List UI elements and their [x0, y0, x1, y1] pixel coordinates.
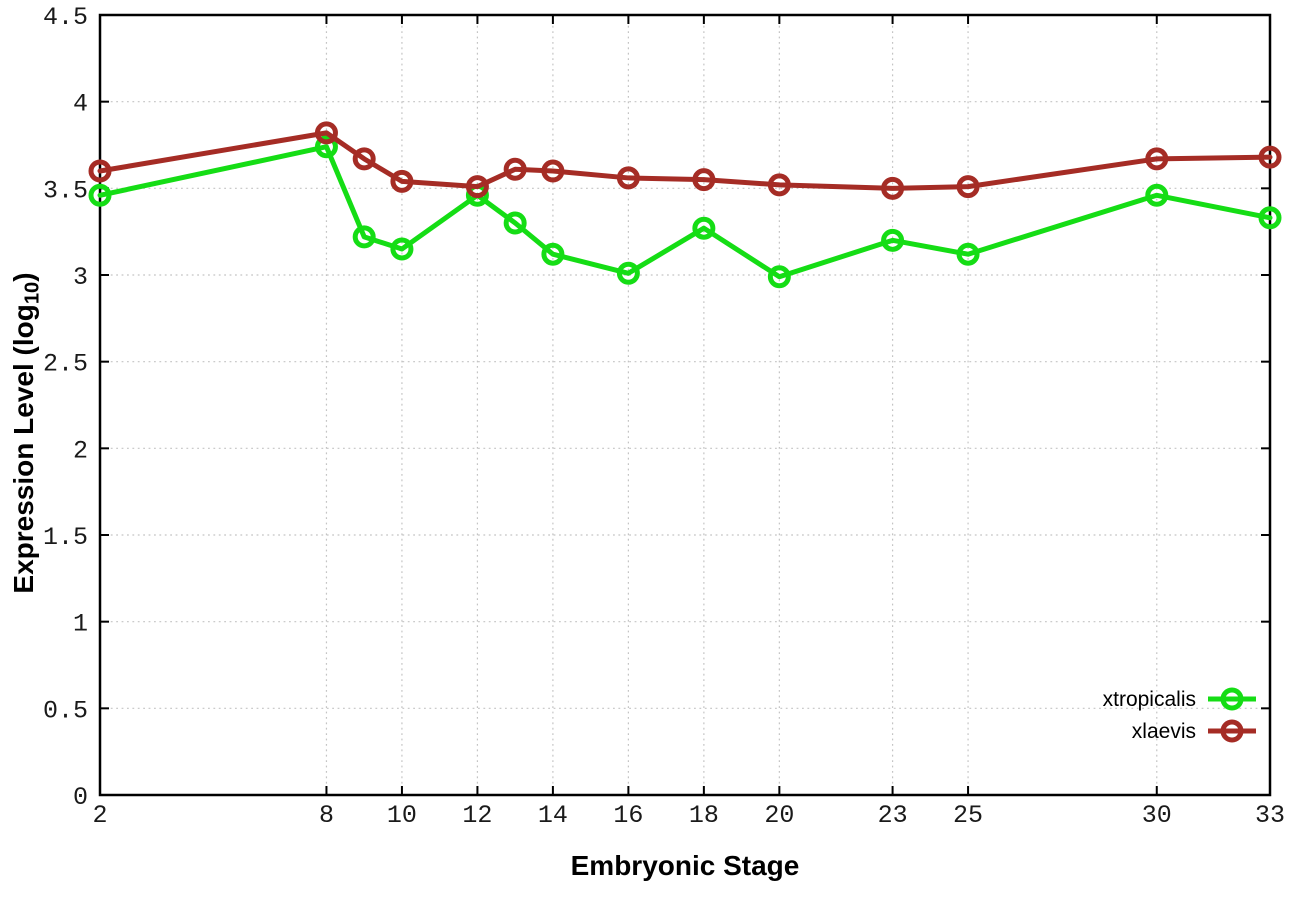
data-point-xlaevis: [503, 157, 527, 181]
data-point-xtropicalis: [541, 242, 565, 266]
y-tick-label: 0.5: [43, 696, 88, 725]
data-point-xtropicalis: [352, 225, 376, 249]
y-axis-title-subscript: 10: [21, 281, 44, 305]
y-tick-label: 1: [73, 610, 88, 639]
data-point-xlaevis: [956, 175, 980, 199]
legend-marker-xlaevis: [1220, 719, 1244, 743]
x-tick-label: 8: [319, 801, 334, 830]
x-tick-label: 14: [538, 801, 568, 830]
x-tick-label: 33: [1255, 801, 1285, 830]
data-point-xtropicalis: [881, 228, 905, 252]
y-axis-title: Expression Level (log10): [8, 272, 45, 593]
y-tick-label: 4: [73, 90, 88, 119]
data-point-xlaevis: [465, 175, 489, 199]
x-tick-label: 12: [462, 801, 492, 830]
x-tick-label: 25: [953, 801, 983, 830]
x-tick-label: 2: [92, 801, 107, 830]
y-tick-label: 0: [73, 783, 88, 812]
y-tick-label: 3.5: [43, 176, 88, 205]
data-point-xtropicalis: [1145, 183, 1169, 207]
y-axis-title-close: ): [8, 272, 39, 282]
data-point-xlaevis: [352, 147, 376, 171]
data-point-xlaevis: [314, 121, 338, 145]
data-point-xlaevis: [881, 176, 905, 200]
data-point-xtropicalis: [88, 183, 112, 207]
data-point-xlaevis: [616, 166, 640, 190]
data-point-xlaevis: [541, 159, 565, 183]
data-point-xtropicalis: [390, 237, 414, 261]
x-axis-title: Embryonic Stage: [570, 850, 800, 881]
legend-marker-xtropicalis: [1220, 687, 1244, 711]
x-tick-label: 20: [764, 801, 794, 830]
data-point-xtropicalis: [1258, 206, 1282, 230]
data-point-xlaevis: [390, 169, 414, 193]
series-line-xlaevis: [97, 130, 1273, 191]
data-point-xtropicalis: [767, 265, 791, 289]
x-tick-label: 23: [878, 801, 908, 830]
data-point-xtropicalis: [616, 261, 640, 285]
y-tick-label: 1.5: [43, 523, 88, 552]
data-point-xlaevis: [1145, 147, 1169, 171]
legend-label-xlaevis: xlaevis: [1132, 720, 1196, 743]
x-tick-label: 16: [613, 801, 643, 830]
data-point-xtropicalis: [692, 216, 716, 240]
data-point-xlaevis: [1258, 145, 1282, 169]
plot-border: [98, 13, 1272, 797]
y-tick-label: 2: [73, 436, 88, 465]
data-point-xtropicalis: [314, 135, 338, 159]
x-tick-label: 10: [387, 801, 417, 830]
data-point-xtropicalis: [956, 242, 980, 266]
data-point-xlaevis: [767, 173, 791, 197]
x-tick-label: 18: [689, 801, 719, 830]
y-axis-title-main: Expression Level (log: [8, 304, 39, 594]
data-point-xlaevis: [88, 159, 112, 183]
data-point-xlaevis: [692, 168, 716, 192]
y-tick-label: 4.5: [43, 3, 88, 32]
y-tick-label: 2.5: [43, 350, 88, 379]
data-point-xtropicalis: [503, 211, 527, 235]
legend-label-xtropicalis: xtropicalis: [1103, 688, 1196, 711]
y-tick-label: 3: [73, 263, 88, 292]
x-tick-label: 30: [1142, 801, 1172, 830]
